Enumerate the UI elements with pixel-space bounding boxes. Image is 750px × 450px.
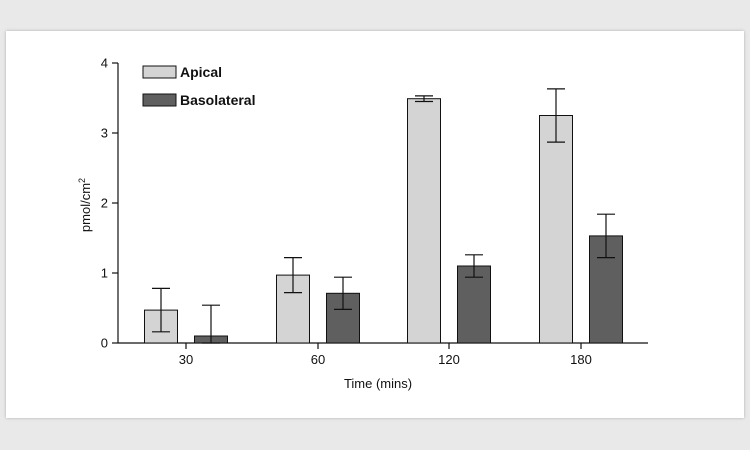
- y-tick-label: 3: [101, 126, 108, 141]
- y-tick-label: 4: [101, 56, 108, 71]
- bar-apical-120: [407, 98, 441, 344]
- y-tick-label: 2: [101, 196, 108, 211]
- legend-swatch-apical: [142, 65, 177, 79]
- bars: [144, 88, 623, 344]
- y-tick-label: 1: [101, 266, 108, 281]
- y-axis-label: pmol/cm2: [77, 178, 93, 232]
- bar-apical-180: [539, 115, 573, 344]
- legend-label-apical: Apical: [180, 64, 222, 80]
- x-axis-label: Time (mins): [344, 376, 412, 391]
- bar-basolateral-120: [457, 265, 491, 344]
- x-tick-label: 60: [311, 352, 325, 367]
- legend: Apical Basolateral: [142, 64, 255, 108]
- legend-swatch-basolateral: [142, 93, 177, 107]
- y-tick-label: 0: [101, 336, 108, 351]
- x-tick-label: 120: [438, 352, 460, 367]
- x-tick-label: 180: [570, 352, 592, 367]
- x-tick-label: 30: [179, 352, 193, 367]
- chart-card: [6, 31, 744, 418]
- legend-label-basolateral: Basolateral: [180, 92, 255, 108]
